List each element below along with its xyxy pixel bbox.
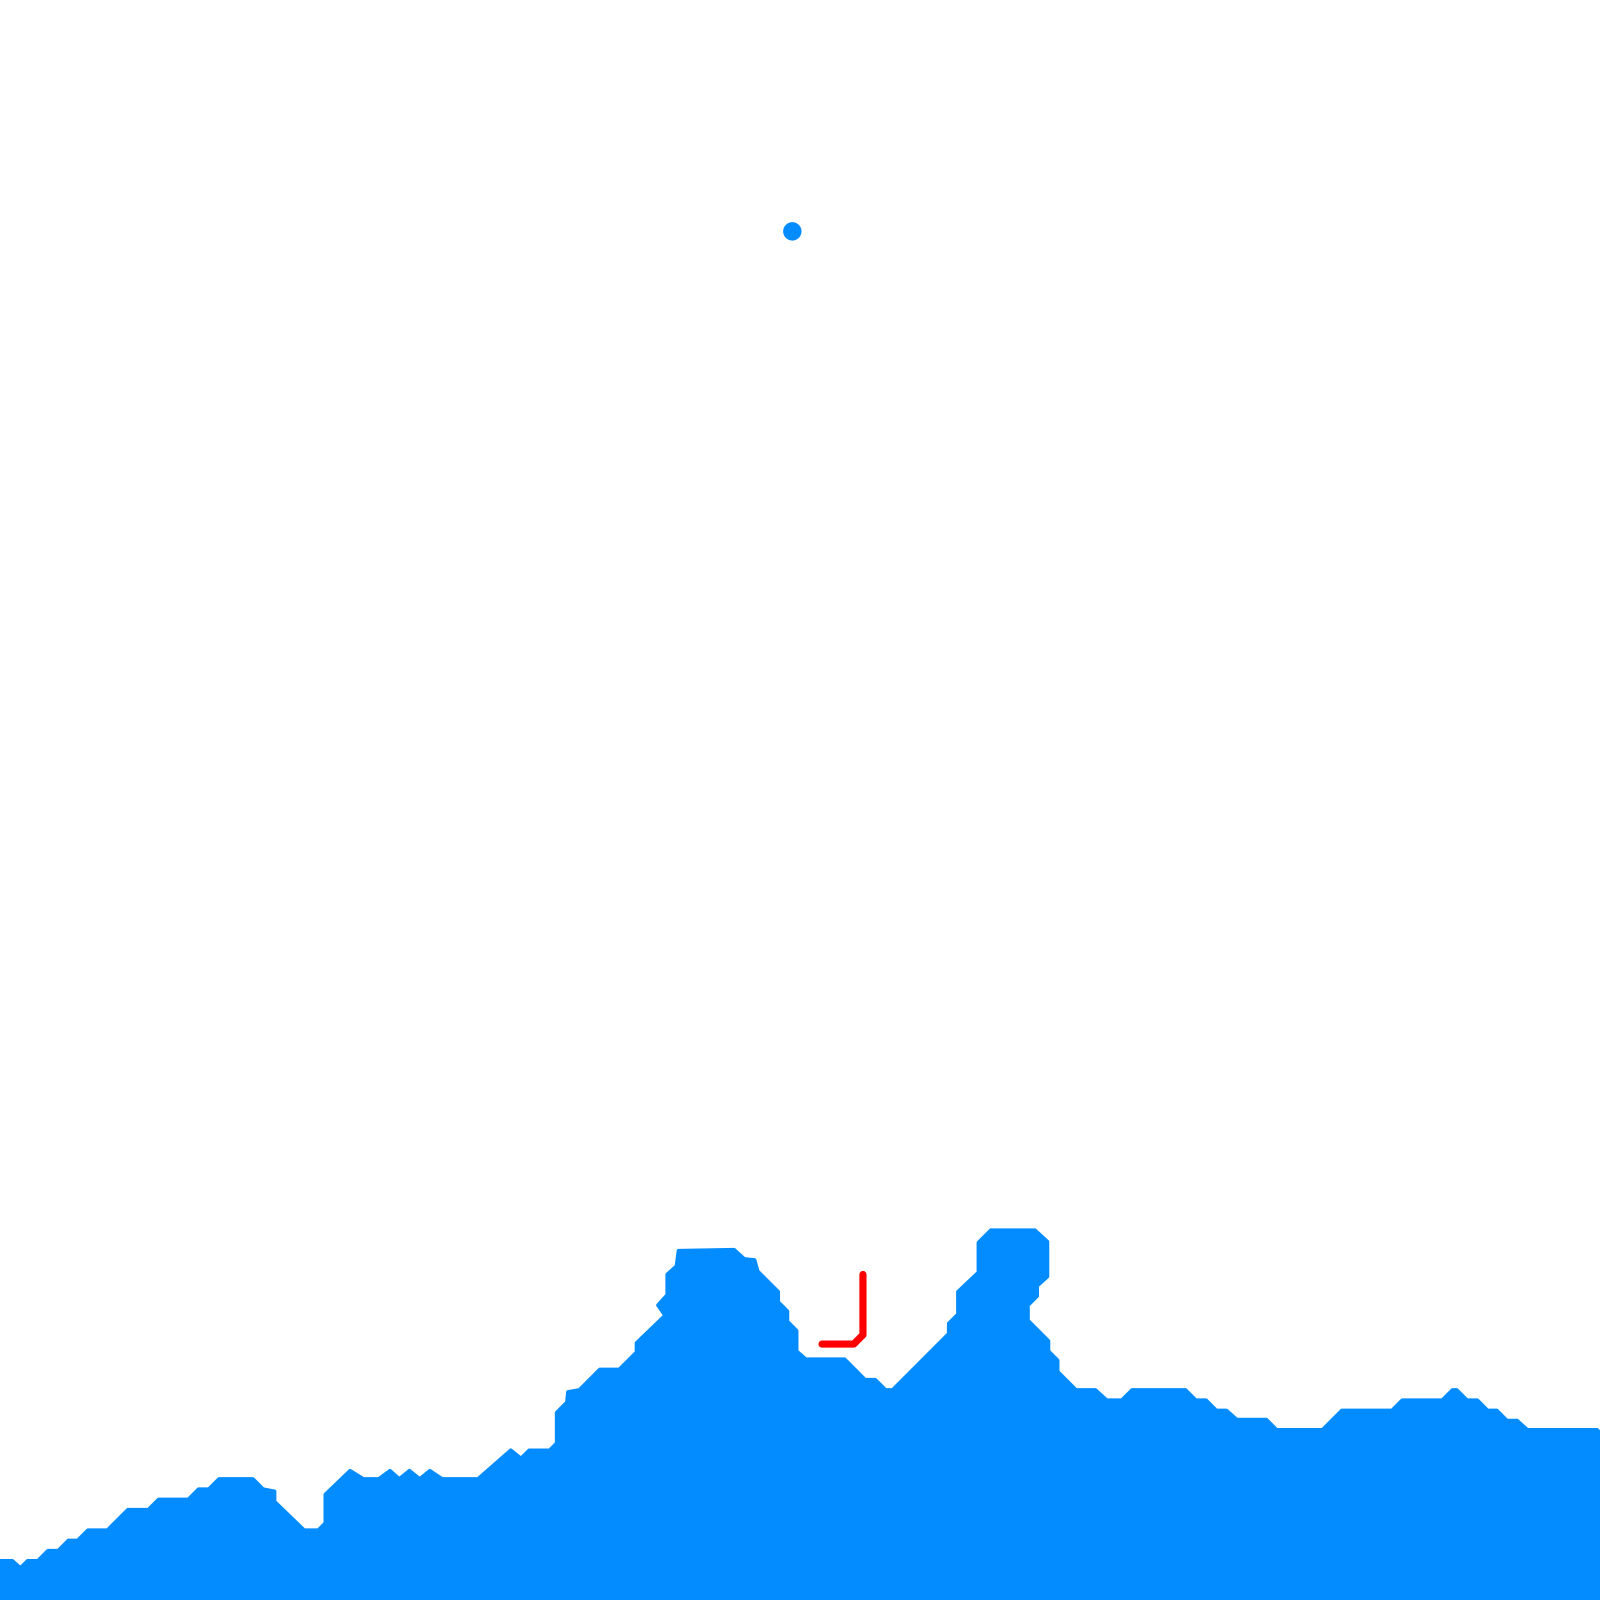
trajectory-path bbox=[818, 1270, 867, 1348]
player-ball[interactable] bbox=[783, 222, 802, 241]
terrain bbox=[0, 1228, 1600, 1600]
